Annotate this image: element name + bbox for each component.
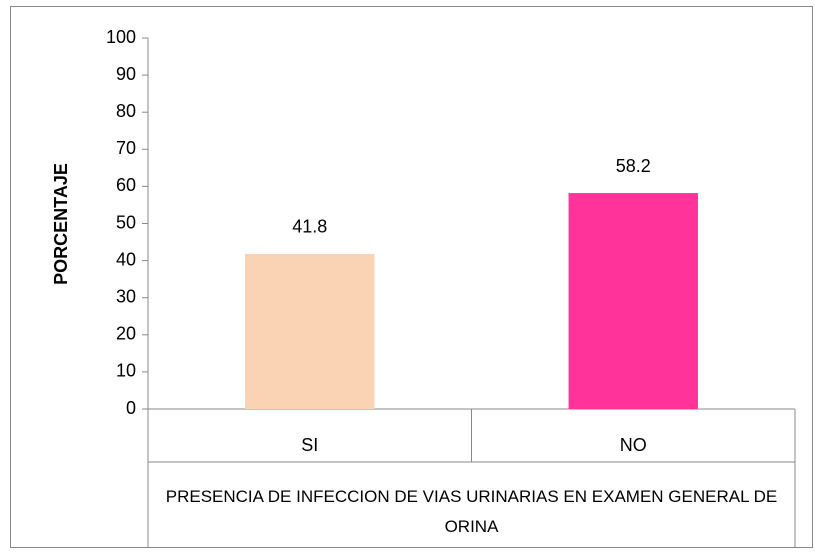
y-tick-label: 40 <box>116 249 136 269</box>
y-axis-label: PORCENTAJE <box>51 163 71 285</box>
y-tick-label: 80 <box>116 101 136 121</box>
y-tick-label: 0 <box>126 398 136 418</box>
y-tick-label: 30 <box>116 286 136 306</box>
y-tick-label: 10 <box>116 361 136 381</box>
y-tick-label: 100 <box>106 27 136 47</box>
data-label: 58.2 <box>616 156 651 176</box>
data-label: 41.8 <box>292 217 327 237</box>
bar <box>245 253 375 409</box>
x-axis-label: PRESENCIA DE INFECCION DE VIAS URINARIAS… <box>165 487 778 536</box>
x-tick-label: SI <box>301 435 318 455</box>
y-tick-label: 70 <box>116 138 136 158</box>
y-tick-label: 90 <box>116 64 136 84</box>
x-tick-label: NO <box>620 435 647 455</box>
y-tick-label: 50 <box>116 212 136 232</box>
y-tick-label: 60 <box>116 175 136 195</box>
y-tick-label: 20 <box>116 324 136 344</box>
bar <box>568 193 698 409</box>
